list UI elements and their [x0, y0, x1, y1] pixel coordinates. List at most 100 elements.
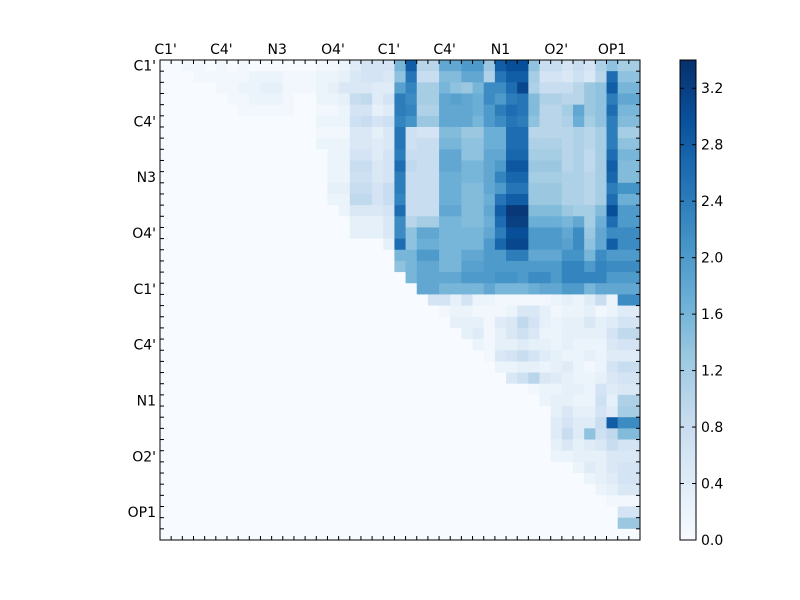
heatmap-cell	[595, 350, 607, 362]
heatmap-cell	[160, 473, 172, 485]
heatmap-cell	[160, 249, 172, 262]
heatmap-cell	[226, 473, 239, 485]
heatmap-cell	[595, 305, 607, 318]
heatmap-cell	[606, 138, 619, 150]
heatmap-cell	[416, 260, 429, 273]
heatmap-cell	[338, 283, 351, 295]
heatmap-cell	[573, 104, 585, 117]
heatmap-cell	[383, 126, 395, 139]
heatmap-cell	[215, 316, 228, 329]
heatmap-cell	[439, 104, 451, 117]
heatmap-cell	[293, 249, 306, 262]
heatmap-cell	[204, 528, 217, 541]
x-tick-label: C4'	[210, 42, 233, 58]
heatmap-cell	[427, 506, 440, 519]
heatmap-cell	[226, 461, 239, 474]
heatmap-cell	[249, 216, 261, 228]
heatmap-cell	[327, 126, 340, 139]
heatmap-cell	[506, 171, 518, 184]
heatmap-cell	[472, 450, 485, 463]
heatmap-cell	[539, 138, 552, 150]
heatmap-cell	[204, 193, 217, 206]
minor-ticks	[159, 59, 641, 541]
heatmap-cell	[416, 495, 429, 507]
heatmap-cell	[238, 439, 250, 452]
heatmap-cell	[606, 428, 619, 440]
heatmap-cell	[215, 249, 228, 262]
heatmap-cell	[595, 71, 607, 83]
heatmap-cell	[617, 238, 630, 251]
heatmap-cell	[271, 160, 284, 173]
heatmap-cell	[360, 193, 373, 206]
heatmap-cell	[338, 115, 351, 128]
heatmap-cell	[550, 417, 563, 429]
heatmap-cell	[606, 294, 619, 306]
heatmap-cell	[372, 394, 384, 407]
heatmap-cell	[282, 205, 295, 217]
heatmap-cell	[472, 93, 485, 106]
heatmap-cell	[282, 484, 295, 496]
heatmap-cell	[450, 249, 462, 262]
heatmap-cell	[461, 294, 473, 306]
heatmap-cell	[215, 104, 228, 117]
heatmap-cell	[550, 283, 563, 295]
heatmap-cell	[606, 339, 619, 351]
heatmap-cell	[204, 350, 217, 362]
heatmap-cell	[517, 506, 529, 519]
heatmap-cell	[182, 417, 194, 429]
heatmap-cell	[383, 439, 395, 452]
heatmap-cell	[349, 171, 362, 184]
heatmap-cell	[528, 350, 540, 362]
heatmap-cell	[506, 484, 518, 496]
heatmap-cell	[617, 383, 630, 396]
heatmap-cell	[316, 372, 328, 385]
heatmap-cell	[595, 506, 607, 519]
heatmap-cell	[327, 327, 340, 340]
x-tick-label: C1'	[154, 42, 177, 58]
heatmap-cell	[383, 484, 395, 496]
heatmap-cell	[316, 350, 328, 362]
heatmap-cell	[260, 82, 273, 94]
heatmap-cell	[606, 417, 619, 429]
heatmap-cell	[204, 205, 217, 217]
heatmap-cell	[573, 417, 585, 429]
heatmap-cell	[628, 506, 641, 519]
heatmap-cell	[360, 71, 373, 83]
heatmap-cell	[584, 182, 596, 195]
heatmap-cell	[215, 126, 228, 139]
heatmap-cell	[338, 506, 351, 519]
heatmap-cell	[193, 260, 206, 273]
heatmap-cell	[316, 149, 328, 161]
heatmap-cell	[416, 528, 429, 541]
heatmap-cell	[271, 249, 284, 262]
heatmap-cell	[450, 473, 462, 485]
heatmap-cell	[160, 138, 172, 150]
heatmap-cell	[372, 517, 384, 530]
heatmap-cell	[561, 260, 574, 273]
heatmap-cell	[226, 138, 239, 150]
heatmap-cell	[494, 450, 507, 463]
heatmap-cell	[628, 339, 641, 351]
heatmap-cell	[215, 138, 228, 150]
heatmap-cell	[427, 428, 440, 440]
heatmap-cell	[584, 383, 596, 396]
heatmap-cell	[238, 305, 250, 318]
heatmap-cell	[573, 305, 585, 318]
heatmap-cell	[193, 439, 206, 452]
heatmap-cell	[561, 428, 574, 440]
heatmap-cell	[260, 71, 273, 83]
heatmap-cell	[573, 260, 585, 273]
heatmap-cell	[494, 406, 507, 418]
heatmap-cell	[506, 249, 518, 262]
heatmap-cell	[483, 473, 496, 485]
heatmap-cell	[427, 205, 440, 217]
heatmap-cell	[584, 149, 596, 161]
heatmap-cell	[182, 316, 194, 329]
heatmap-cell	[182, 182, 194, 195]
heatmap-cell	[595, 495, 607, 507]
heatmap-cell	[316, 115, 328, 128]
heatmap-cell	[260, 294, 273, 306]
heatmap-cell	[561, 372, 574, 385]
heatmap-cell	[450, 394, 462, 407]
heatmap-cell	[182, 283, 194, 295]
